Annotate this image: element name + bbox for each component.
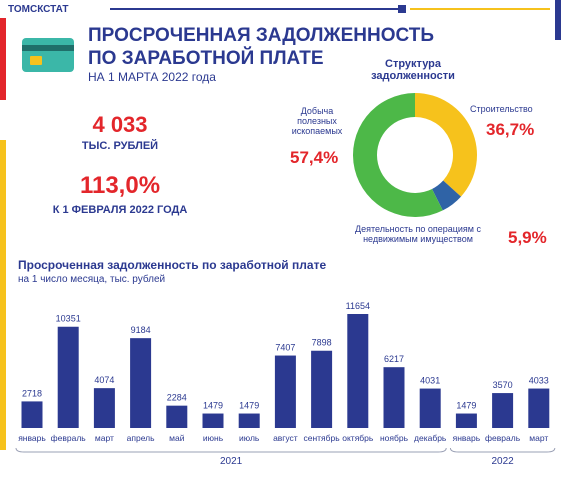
value-label: 6217 xyxy=(384,354,404,364)
segment-value: 57,4% xyxy=(290,148,339,167)
amount: 4 033 xyxy=(92,112,148,137)
value-label: 1479 xyxy=(203,401,223,411)
value-label: 7898 xyxy=(312,338,332,348)
ratio-note: К 1 ФЕВРАЛЯ 2022 ГОДА xyxy=(52,204,188,216)
value-label: 3570 xyxy=(493,380,513,390)
bar xyxy=(383,367,405,428)
x-tick-label: март xyxy=(95,433,114,443)
segment-label: Деятельность по операциям с недвижимым и… xyxy=(355,224,481,244)
red-stripe xyxy=(0,18,6,100)
value-label: 10351 xyxy=(56,314,81,324)
date: НА 1 МАРТА 2022 года xyxy=(88,70,216,84)
value-label: 1479 xyxy=(456,401,476,411)
bar xyxy=(238,413,260,428)
yellow-stripe xyxy=(0,140,6,450)
x-tick-label: апрель xyxy=(127,433,155,443)
group-label: 2022 xyxy=(491,456,514,467)
card-chip xyxy=(30,56,42,65)
bar-subtitle: на 1 число месяца, тыс. рублей xyxy=(18,274,166,285)
bar xyxy=(311,350,333,428)
x-tick-label: октябрь xyxy=(342,433,374,443)
right-stripe xyxy=(555,0,561,40)
segment-label: Добыча полезных ископаемых xyxy=(291,106,343,136)
value-label: 2718 xyxy=(22,388,42,398)
value-label: 7407 xyxy=(275,343,295,353)
bar xyxy=(528,388,550,428)
value-label: 4033 xyxy=(529,376,549,386)
donut-title: Структура задолженности xyxy=(371,58,455,82)
segment-value: 36,7% xyxy=(486,120,535,139)
x-tick-label: февраль xyxy=(485,433,521,443)
group-bracket xyxy=(15,447,447,453)
value-label: 4031 xyxy=(420,376,440,386)
donut-segment xyxy=(432,180,461,211)
card-icon xyxy=(22,38,74,72)
bar xyxy=(347,314,369,428)
bar xyxy=(274,355,296,428)
x-tick-label: июль xyxy=(239,433,260,443)
agency: ТОМСКСТАТ xyxy=(8,4,69,15)
bar-chart: 2718 январь 10351 февраль 4074 март 9184 апрель… xyxy=(15,301,556,467)
donut-chart xyxy=(352,93,477,218)
x-tick-label: март xyxy=(529,433,548,443)
group-bracket xyxy=(449,447,556,453)
title-line: ПО ЗАРАБОТНОЙ ПЛАТЕ xyxy=(88,48,324,69)
top-square xyxy=(398,5,406,13)
segment-label: Строительство xyxy=(470,104,533,114)
amount-unit: ТЫС. РУБЛЕЙ xyxy=(81,140,159,152)
card-stripe xyxy=(22,45,74,51)
value-label: 4074 xyxy=(94,375,114,385)
bar xyxy=(93,388,115,428)
bar xyxy=(166,405,188,428)
bar-title: Просроченная задолженность по заработной… xyxy=(18,258,327,272)
value-label: 2284 xyxy=(167,393,187,403)
top-line xyxy=(110,8,400,10)
x-tick-label: февраль xyxy=(51,433,87,443)
bar xyxy=(130,338,152,428)
top-line-yellow xyxy=(410,8,550,10)
donut-segment xyxy=(415,93,477,197)
value-label: 1479 xyxy=(239,401,259,411)
title: ПРОСРОЧЕННАЯ ЗАДОЛЖЕННОСТЬ ПО ЗАРАБОТНОЙ… xyxy=(88,24,434,70)
group-label: 2021 xyxy=(220,456,243,467)
bar xyxy=(202,413,224,428)
x-tick-label: сентябрь xyxy=(303,433,340,443)
x-tick-label: ноябрь xyxy=(380,433,409,443)
x-tick-label: август xyxy=(273,433,298,443)
ratio: 113,0% xyxy=(79,172,161,199)
bar xyxy=(21,401,43,428)
x-tick-label: май xyxy=(169,433,185,443)
bar xyxy=(419,388,441,428)
segment-value: 5,9% xyxy=(508,228,547,247)
x-tick-label: июнь xyxy=(203,433,224,443)
bar xyxy=(455,413,477,428)
donut-segment xyxy=(352,93,443,218)
x-tick-label: январь xyxy=(18,433,46,443)
bar xyxy=(57,326,79,428)
bar xyxy=(492,393,514,428)
x-tick-label: декабрь xyxy=(414,433,447,443)
x-tick-label: январь xyxy=(453,433,481,443)
value-label: 9184 xyxy=(131,325,151,335)
title-line: ПРОСРОЧЕННАЯ ЗАДОЛЖЕННОСТЬ xyxy=(88,25,434,46)
value-label: 11654 xyxy=(346,301,370,311)
